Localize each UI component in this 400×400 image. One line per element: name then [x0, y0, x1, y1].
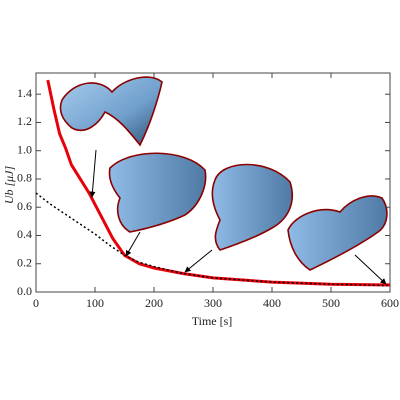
y-tick-label: 0.6	[17, 199, 32, 213]
y-tick-label: 0.0	[17, 284, 32, 298]
y-tick-label: 0.8	[17, 171, 32, 185]
series-line	[35, 192, 391, 287]
arrow	[89, 149, 97, 198]
y-tick-label: 0.4	[17, 227, 32, 241]
y-tick-label: 1.4	[17, 86, 32, 100]
x-axis-label: Time [s]	[192, 314, 233, 328]
plot-area	[35, 79, 391, 287]
x-tick-label: 600	[381, 296, 399, 310]
arrow	[184, 249, 213, 273]
x-tick-label: 100	[86, 296, 104, 310]
x-tick-label: 300	[204, 296, 222, 310]
inset-shape	[108, 152, 207, 233]
y-tick-label: 1.0	[17, 142, 32, 156]
inset-shape	[59, 76, 163, 147]
x-tick-label: 400	[263, 296, 281, 310]
x-tick-label: 0	[33, 296, 39, 310]
inset-shape	[287, 195, 388, 271]
arrow	[354, 254, 387, 285]
y-tick-label: 1.2	[17, 114, 32, 128]
x-tick-label: 200	[145, 296, 163, 310]
inset-shapes	[59, 76, 388, 271]
y-axis-label: Ub [μJ]	[2, 165, 16, 204]
y-tick-label: 0.2	[17, 255, 32, 269]
arrow	[125, 231, 141, 257]
inset-shape	[211, 163, 294, 251]
arrows	[89, 149, 387, 285]
x-tick-label: 500	[322, 296, 340, 310]
series-line	[46, 79, 391, 287]
